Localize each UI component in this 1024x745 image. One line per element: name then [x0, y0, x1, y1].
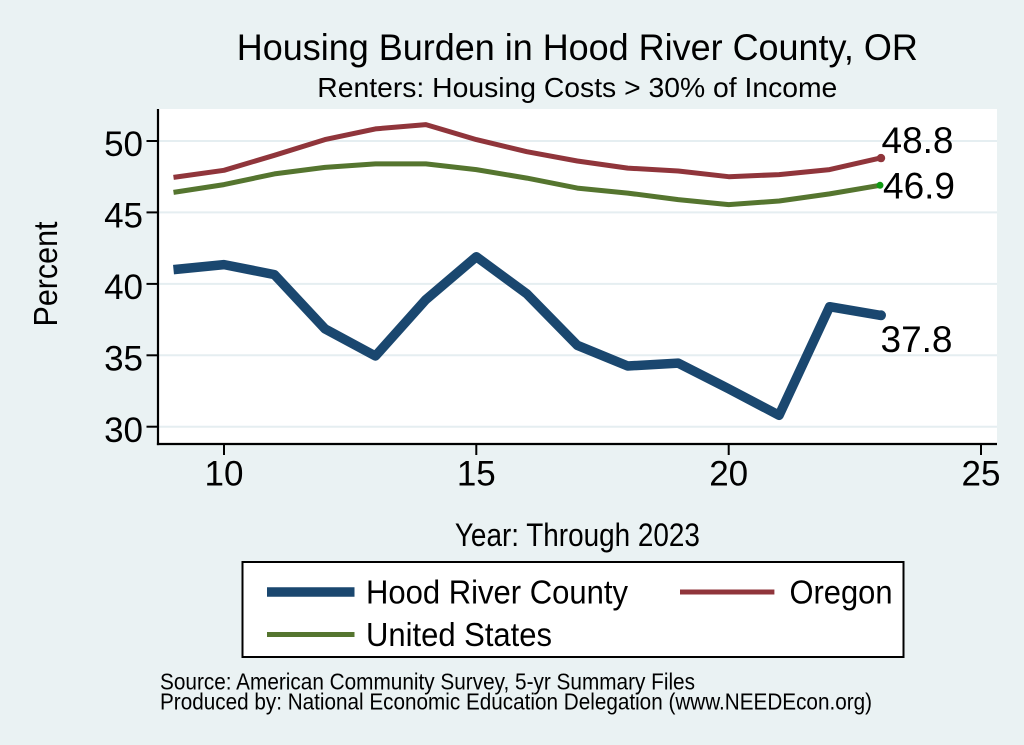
- svg-text:Percent: Percent: [27, 222, 64, 327]
- svg-text:10: 10: [205, 454, 244, 493]
- svg-text:50: 50: [104, 125, 143, 164]
- svg-text:Produced by: National Economic: Produced by: National Economic Education…: [160, 689, 872, 715]
- svg-text:20: 20: [709, 454, 748, 493]
- svg-text:45: 45: [104, 197, 143, 236]
- svg-text:Hood River County: Hood River County: [366, 574, 628, 611]
- svg-text:Housing Burden in Hood River C: Housing Burden in Hood River County, OR: [237, 27, 918, 68]
- svg-text:Year: Through 2023: Year: Through 2023: [455, 517, 700, 553]
- svg-text:Source: American Community Sur: Source: American Community Survey, 5-yr …: [160, 668, 695, 694]
- svg-text:25: 25: [962, 454, 1001, 493]
- svg-text:40: 40: [104, 268, 143, 307]
- svg-text:15: 15: [457, 454, 496, 493]
- svg-text:Renters: Housing Costs > 30% o: Renters: Housing Costs > 30% of Income: [317, 72, 837, 103]
- svg-text:35: 35: [104, 340, 143, 379]
- svg-text:United States: United States: [366, 616, 552, 653]
- svg-text:48.8: 48.8: [882, 120, 954, 161]
- svg-text:30: 30: [104, 411, 143, 450]
- svg-text:46.9: 46.9: [883, 166, 955, 207]
- svg-text:Oregon: Oregon: [790, 574, 893, 611]
- svg-text:37.8: 37.8: [881, 319, 953, 360]
